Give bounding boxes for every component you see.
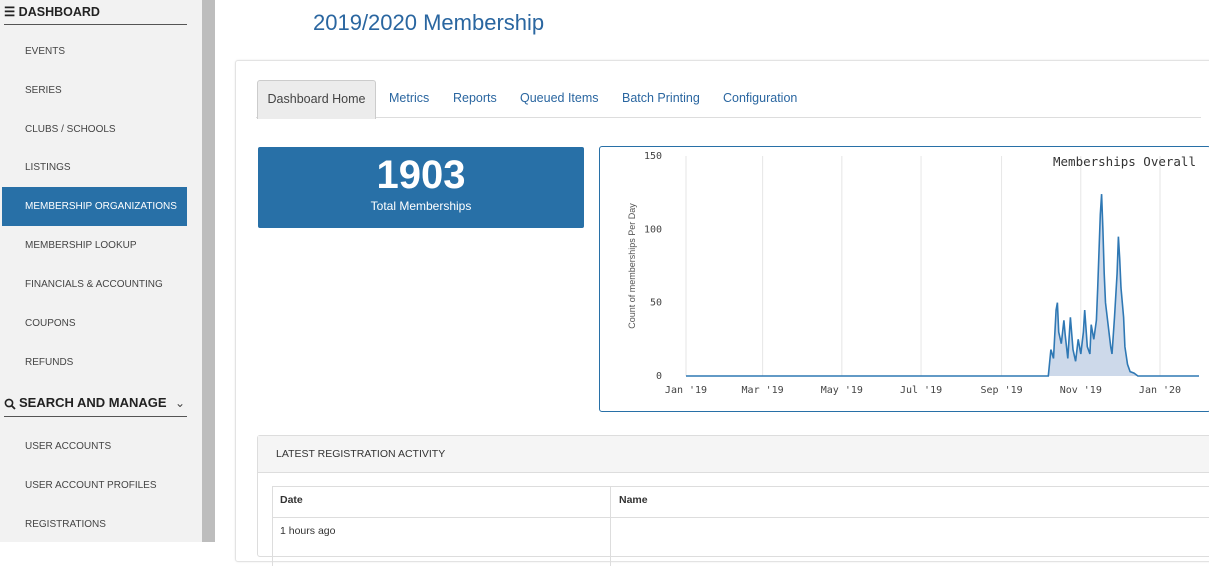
memberships-chart: 0 50 100 150 Jan '19 Mar '19 May '19 Jul '19 Sep… [599,146,1209,412]
latest-registration-activity: LATEST REGISTRATION ACTIVITY Date Name 1… [257,435,1209,566]
x-tick-label: Jul '19 [900,385,942,396]
table-border-left [272,486,273,566]
x-tick-label: Jan '19 [665,385,707,396]
total-memberships-value: 1903 [376,153,466,197]
sidebar-item-financials-accounting[interactable]: FINANCIALS & ACCOUNTING [2,265,187,304]
x-tick-label: Sep '19 [980,385,1022,396]
table-column-divider [610,486,611,566]
sidebar-scrollbar[interactable] [202,0,215,542]
sidebar-item-refunds[interactable]: REFUNDS [2,343,187,382]
y-tick-label: 0 [656,371,662,382]
chart-title: Memberships Overall [1053,154,1196,169]
tab-metrics[interactable]: Metrics [389,91,430,105]
sidebar-item-label: USER ACCOUNT PROFILES [25,480,157,491]
sidebar-item-clubs-schools[interactable]: CLUBS / SCHOOLS [2,110,187,149]
sidebar-item-label: SERIES [25,85,62,96]
y-tick-label: 150 [644,151,662,162]
x-tick-label: May '19 [821,385,863,396]
tab-batch-printing[interactable]: Batch Printing [622,91,700,105]
sidebar-item-label: USER ACCOUNTS [25,441,112,452]
total-memberships-card: 1903 Total Memberships [258,147,584,228]
sidebar-item-membership-organizations[interactable]: MEMBERSHIP ORGANIZATIONS [2,187,187,226]
table-cell-date: 1 hours ago [280,525,336,537]
sidebar-item-label: MEMBERSHIP LOOKUP [25,240,137,251]
tab-queued-items[interactable]: Queued Items [520,91,599,105]
total-memberships-label: Total Memberships [370,199,472,213]
table-border-top [272,486,1209,487]
sidebar-item-user-accounts[interactable]: USER ACCOUNTS [2,427,187,466]
x-tick-label: Mar '19 [742,385,784,396]
table-header-divider [272,517,1209,518]
series-line [686,194,1199,377]
sidebar: ☰ DASHBOARD EVENTS SERIES CLUBS / SCHOOL… [0,0,202,542]
chevron-down-icon: ⌄ [174,396,185,410]
sidebar-item-coupons[interactable]: COUPONS [2,304,187,343]
x-tick-label: Jan '20 [1139,385,1181,396]
dashboard-header-label: ☰ DASHBOARD [4,5,100,19]
x-tick-label: Nov '19 [1060,385,1102,396]
sidebar-item-label: REFUNDS [25,357,74,368]
sidebar-item-user-account-profiles[interactable]: USER ACCOUNT PROFILES [2,466,187,505]
tab-reports[interactable]: Reports [453,91,497,105]
sidebar-item-label: FINANCIALS & ACCOUNTING [25,279,163,290]
sidebar-item-series[interactable]: SERIES [2,71,187,110]
sidebar-item-label: COUPONS [25,318,76,329]
sidebar-item-membership-lookup[interactable]: MEMBERSHIP LOOKUP [2,226,187,265]
page-title: 2019/2020 Membership [313,10,545,35]
dashboard-section-header[interactable]: ☰ DASHBOARD [4,2,187,25]
tab-dashboard-home[interactable]: Dashboard Home [257,80,376,119]
column-header-date: Date [280,494,303,506]
search-icon [4,398,16,410]
sidebar-item-listings[interactable]: LISTINGS [2,148,187,187]
y-tick-label: 100 [644,224,662,235]
y-axis-label: Count of memberships Per Day [627,203,637,329]
sidebar-item-label: LISTINGS [25,162,71,173]
activity-header: LATEST REGISTRATION ACTIVITY [258,436,1209,473]
search-manage-section-header[interactable]: SEARCH AND MANAGE ⌄ [4,392,187,417]
sidebar-item-registrations[interactable]: REGISTRATIONS [2,505,187,544]
search-header-label: SEARCH AND MANAGE [19,395,167,410]
tab-configuration[interactable]: Configuration [723,91,798,105]
sidebar-item-label: REGISTRATIONS [25,519,106,530]
memberships-chart-svg: 0 50 100 150 Jan '19 Mar '19 May '19 Jul '19 Sep… [627,151,1199,396]
tabs-divider [256,117,1201,118]
sidebar-item-label: MEMBERSHIP ORGANIZATIONS [25,201,177,212]
activity-title: LATEST REGISTRATION ACTIVITY [276,448,446,460]
sidebar-item-label: EVENTS [25,46,66,57]
y-tick-label: 50 [650,298,662,309]
column-header-name: Name [619,494,648,506]
sidebar-item-label: CLUBS / SCHOOLS [25,124,116,135]
sidebar-item-events[interactable]: EVENTS [2,32,187,71]
